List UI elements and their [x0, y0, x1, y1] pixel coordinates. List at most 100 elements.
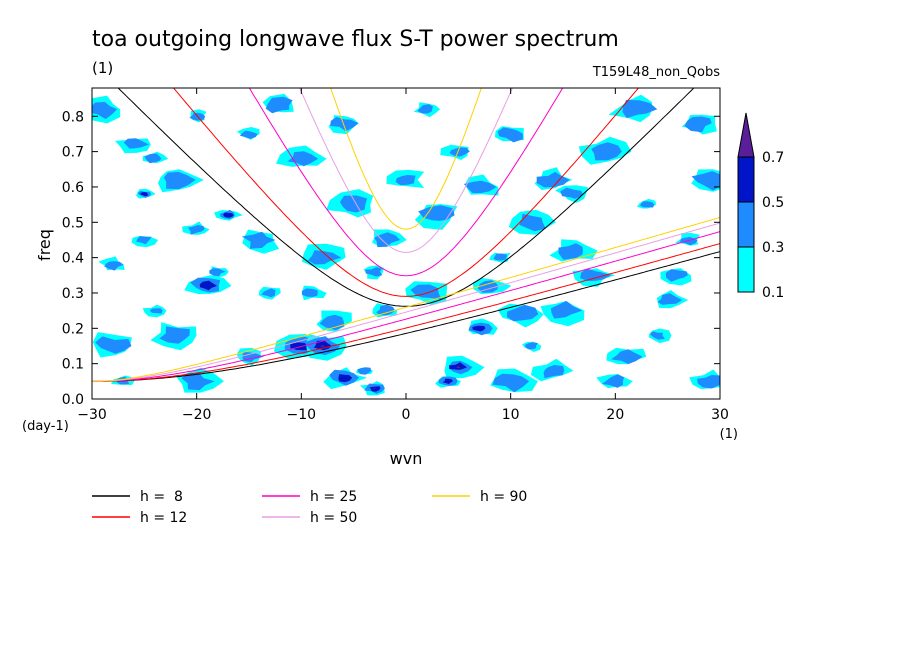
contour-blob-level-2 [365, 267, 383, 277]
contour-blob-level-2 [159, 326, 190, 344]
title-units: (1) [92, 59, 113, 77]
chart-title: toa outgoing longwave flux S-T power spe… [92, 27, 619, 52]
contour-blob-level-2 [657, 293, 683, 305]
experiment-label: T159L48_non_Qobs [592, 65, 720, 80]
contour-blob-level-2 [463, 180, 497, 194]
colorbar-segment [737, 201, 755, 248]
contour-blob-level-3 [199, 280, 217, 291]
x-axis: −30 −20 −10 0 10 20 30 [77, 88, 729, 423]
y-tick-label: 0.0 [62, 392, 84, 408]
contour-blob-level-2 [265, 96, 293, 114]
contour-blob-level-2 [506, 304, 539, 322]
contour-blob-level-2 [543, 365, 565, 379]
contour-blob-level-2 [209, 268, 226, 277]
x-axis-label: wvn [390, 449, 423, 468]
contour-blob-level-2 [330, 117, 359, 132]
contour-blob-level-2 [497, 127, 523, 143]
contour-blob-level-2 [150, 308, 163, 314]
contour-blob-level-2 [611, 349, 643, 364]
contour-blob-level-2 [123, 138, 149, 149]
x-tick-label: 30 [711, 407, 729, 423]
colorbar-label: 0.1 [762, 285, 784, 301]
contour-blob-level-4 [455, 366, 461, 369]
contour-blob-level-2 [493, 253, 507, 261]
kelvin-curve-h25 [92, 231, 720, 382]
y-tick-label: 0.2 [62, 321, 84, 337]
contour-blob-level-2 [92, 102, 118, 120]
dispersion-curve-layer [92, 88, 720, 382]
x-tick-label: −30 [77, 407, 107, 423]
legend-label: h = 50 [310, 510, 357, 526]
contour-blob-level-2 [477, 280, 498, 293]
dispersion-curve-h8 [117, 88, 695, 307]
contour-blob-level-4 [319, 345, 325, 347]
contour-blob-level-2 [602, 374, 625, 388]
contour-blob-level-2 [560, 187, 583, 199]
contour-blob-level-2 [340, 195, 368, 213]
contour-blob-level-2 [241, 231, 276, 249]
kelvin-curve-h8 [92, 251, 720, 382]
colorbar-segment [737, 156, 755, 203]
contour-blob-level-2 [417, 104, 433, 114]
contour-blob-level-3 [369, 386, 381, 392]
contour-blob-level-2 [187, 225, 205, 235]
contour-blob-level-2 [181, 373, 215, 391]
contour-blob-level-2 [144, 153, 162, 164]
contour-blob-level-2 [395, 175, 416, 186]
contour-blob-level-2 [640, 201, 655, 208]
legend-label: h = 12 [140, 510, 187, 526]
contour-blob-level-2 [307, 250, 342, 265]
contour-blob-level-3 [472, 325, 486, 332]
plot-area [91, 87, 721, 400]
y-axis-label: freq [35, 229, 54, 261]
contour-blob-level-2 [536, 171, 570, 188]
contour-blob-level-2 [550, 301, 583, 319]
contour-blob-level-2 [95, 336, 132, 354]
contour-blob-level-2 [418, 205, 455, 221]
colorbar-extend-arrow [737, 112, 755, 158]
colorbar-label: 0.5 [762, 195, 784, 211]
contour-blob-level-2 [261, 288, 276, 298]
contour-blob-level-3 [449, 362, 467, 370]
y-tick-label: 0.3 [62, 286, 84, 302]
contour-blob-level-3 [223, 212, 234, 218]
contour-blob-level-2 [519, 213, 546, 232]
contour-blob-level-2 [239, 130, 258, 139]
colorbar: 0.1 0.3 0.5 0.7 [737, 112, 784, 301]
colorbar-label: 0.7 [762, 150, 784, 166]
contour-blob-level-2 [136, 236, 152, 245]
contour-blob-level-2 [525, 342, 538, 350]
x-tick-label: 10 [502, 407, 520, 423]
contour-blob-level-2 [558, 243, 583, 260]
kelvin-curve-h90 [92, 217, 720, 382]
y-axis: 0.0 0.1 0.2 0.3 0.4 0.5 0.6 0.7 0.8 [62, 109, 720, 408]
contour-blob-level-2 [301, 288, 318, 297]
contour-blob-level-2 [591, 142, 622, 161]
contour-blob-level-2 [665, 269, 688, 282]
dispersion-curve-h25 [248, 88, 564, 277]
contour-blob-level-2 [357, 367, 371, 375]
x-tick-label: 0 [402, 407, 411, 423]
y-tick-label: 0.5 [62, 215, 84, 231]
y-tick-label: 0.4 [62, 251, 84, 267]
contour-blob-level-2 [104, 261, 124, 271]
contour-blob-level-2 [449, 147, 470, 157]
legend: h = 8 h = 12 h = 25 h = 50 h = 90 [92, 489, 527, 526]
contour-blob-level-2 [374, 232, 401, 248]
contour-blob-level-2 [163, 171, 196, 190]
contour-blob-level-3 [442, 378, 453, 384]
contour-blob-level-2 [492, 373, 530, 393]
contour-blob-level-2 [580, 268, 611, 281]
contour-fill-layer [92, 93, 720, 396]
contour-blob-level-2 [376, 304, 395, 316]
colorbar-segment [737, 246, 755, 293]
y-tick-label: 0.6 [62, 180, 84, 196]
contour-blob-level-4 [373, 387, 377, 389]
kelvin-curve-h12 [92, 243, 720, 382]
contour-blob-level-3 [140, 192, 148, 197]
y-tick-label: 0.8 [62, 109, 84, 125]
legend-label: h = 25 [310, 489, 357, 505]
contour-blob-level-2 [691, 171, 720, 191]
x-tick-label: −10 [287, 407, 317, 423]
contour-blob-level-3 [338, 374, 353, 383]
